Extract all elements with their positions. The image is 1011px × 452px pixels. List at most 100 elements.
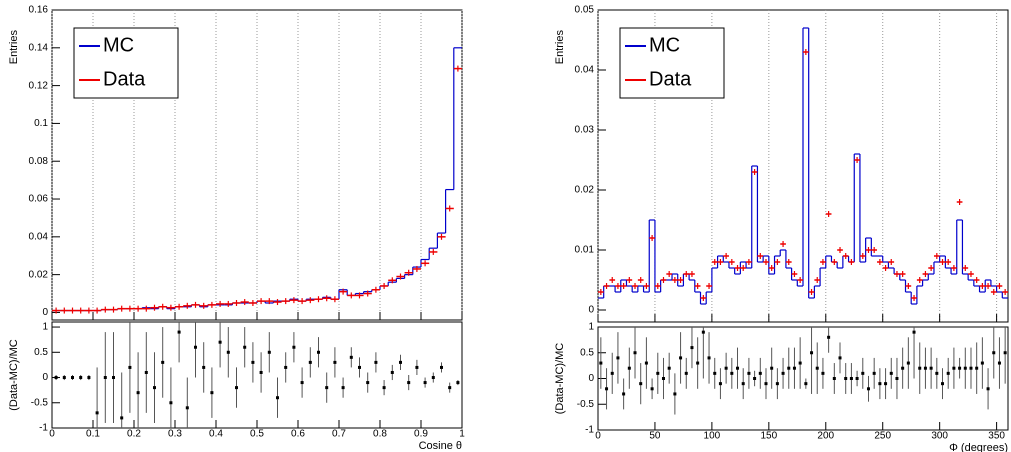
ratio-point xyxy=(747,371,751,375)
y-tick-label: 0 xyxy=(588,305,594,316)
ratio-point xyxy=(177,330,181,334)
ratio-point xyxy=(153,386,156,390)
ratio-point xyxy=(696,361,700,365)
ratio-point xyxy=(770,366,774,370)
ratio-point xyxy=(284,365,288,369)
ratio-point xyxy=(810,351,814,355)
ratio-point xyxy=(861,371,865,375)
ratio-point xyxy=(929,366,933,370)
ratio-point xyxy=(144,370,148,374)
ratio-point xyxy=(889,371,893,375)
y-tick-label: 0 xyxy=(42,372,48,383)
legend-box xyxy=(619,27,725,99)
y-tick-label: 0.02 xyxy=(575,185,595,196)
ratio-point xyxy=(792,366,796,370)
ratio-point xyxy=(997,361,1001,365)
ratio-point xyxy=(866,387,870,391)
ratio-point xyxy=(838,356,842,360)
ratio-point xyxy=(781,371,785,375)
ratio-point xyxy=(112,376,115,380)
x-tick-label: 0.7 xyxy=(332,429,346,440)
x-tick-label: 300 xyxy=(931,431,948,442)
ratio-point xyxy=(787,366,791,370)
ratio-point xyxy=(895,377,899,380)
ratio-point xyxy=(431,376,435,380)
plot-frame xyxy=(597,326,1009,431)
ratio-point xyxy=(923,366,927,370)
ratio-point xyxy=(844,377,848,380)
x-tick-label: 200 xyxy=(817,431,834,442)
legend-box xyxy=(73,27,179,99)
ratio-point xyxy=(194,345,197,349)
x-tick-label: 0 xyxy=(595,431,601,442)
ratio-point xyxy=(349,355,353,359)
ratio-point xyxy=(758,371,762,375)
y-tick-label: 0.04 xyxy=(29,231,49,242)
ratio-point xyxy=(251,360,255,364)
ratio-point xyxy=(169,401,173,405)
y-tick-label: -0.5 xyxy=(31,397,49,408)
y-tick-label: 0.1 xyxy=(34,118,48,129)
ratio-point xyxy=(741,382,745,386)
x-tick-label: 100 xyxy=(704,431,721,442)
ratio-point xyxy=(679,356,683,360)
legend-label: MC xyxy=(103,34,134,56)
y-tick-label: 0.12 xyxy=(29,80,49,91)
ratio-point xyxy=(136,391,140,395)
y-axis-label: Entries xyxy=(554,30,566,65)
ratio-point xyxy=(333,360,337,364)
x-tick-label: 0.4 xyxy=(209,429,223,440)
x-tick-label: 350 xyxy=(988,431,1005,442)
ratio-point xyxy=(821,371,825,375)
ratio-point xyxy=(986,387,990,391)
ratio-point xyxy=(878,382,882,386)
y-axis-label: (Data-MC)/MC xyxy=(554,343,566,415)
ratio-point xyxy=(605,387,609,391)
ratio-point xyxy=(884,382,888,386)
ratio-point xyxy=(161,360,165,364)
x-tick-label: 0.8 xyxy=(373,429,387,440)
ratio-point xyxy=(308,360,312,364)
ratio-point xyxy=(415,365,419,369)
ratio-point xyxy=(128,365,132,369)
ratio-point xyxy=(872,371,876,375)
ratio-point xyxy=(87,376,91,380)
ratio-point xyxy=(736,366,740,370)
ratio-point xyxy=(95,411,99,415)
y-tick-label: 0 xyxy=(42,307,48,318)
legend-label: MC xyxy=(649,34,680,56)
ratio-point xyxy=(764,382,768,386)
y-tick-label: 0.03 xyxy=(575,125,595,136)
x-tick-label: 0.3 xyxy=(168,429,182,440)
ratio-point xyxy=(71,376,74,380)
ratio-point xyxy=(724,366,728,370)
x-tick-label: 0.9 xyxy=(414,429,428,440)
x-tick-label: 1 xyxy=(459,429,465,440)
ratio-point xyxy=(358,365,361,369)
ratio-point xyxy=(730,371,734,375)
ratio-point xyxy=(610,371,614,375)
y-tick-label: 1 xyxy=(588,322,594,333)
x-tick-label: 0.2 xyxy=(127,429,141,440)
y-tick-label: 0 xyxy=(588,373,594,384)
x-tick-label: 50 xyxy=(649,431,661,442)
ratio-point xyxy=(456,381,460,385)
ratio-point xyxy=(440,365,443,369)
y-tick-label: 0.01 xyxy=(575,245,595,256)
ratio-point xyxy=(300,381,304,385)
ratio-point xyxy=(259,370,263,374)
ratio-point xyxy=(622,392,626,396)
y-tick-label: 0.5 xyxy=(580,347,594,358)
x-axis-label: Cosine θ xyxy=(419,440,462,452)
legend-label: Data xyxy=(649,68,692,90)
ratio-point xyxy=(390,370,394,374)
ratio-point xyxy=(707,356,711,360)
ratio-point xyxy=(627,366,631,370)
ratio-point xyxy=(827,335,831,339)
ratio-point xyxy=(855,377,859,380)
ratio-point xyxy=(992,351,996,355)
ratio-point xyxy=(901,366,905,370)
ratio-point xyxy=(448,386,452,390)
ratio-point xyxy=(120,416,124,420)
